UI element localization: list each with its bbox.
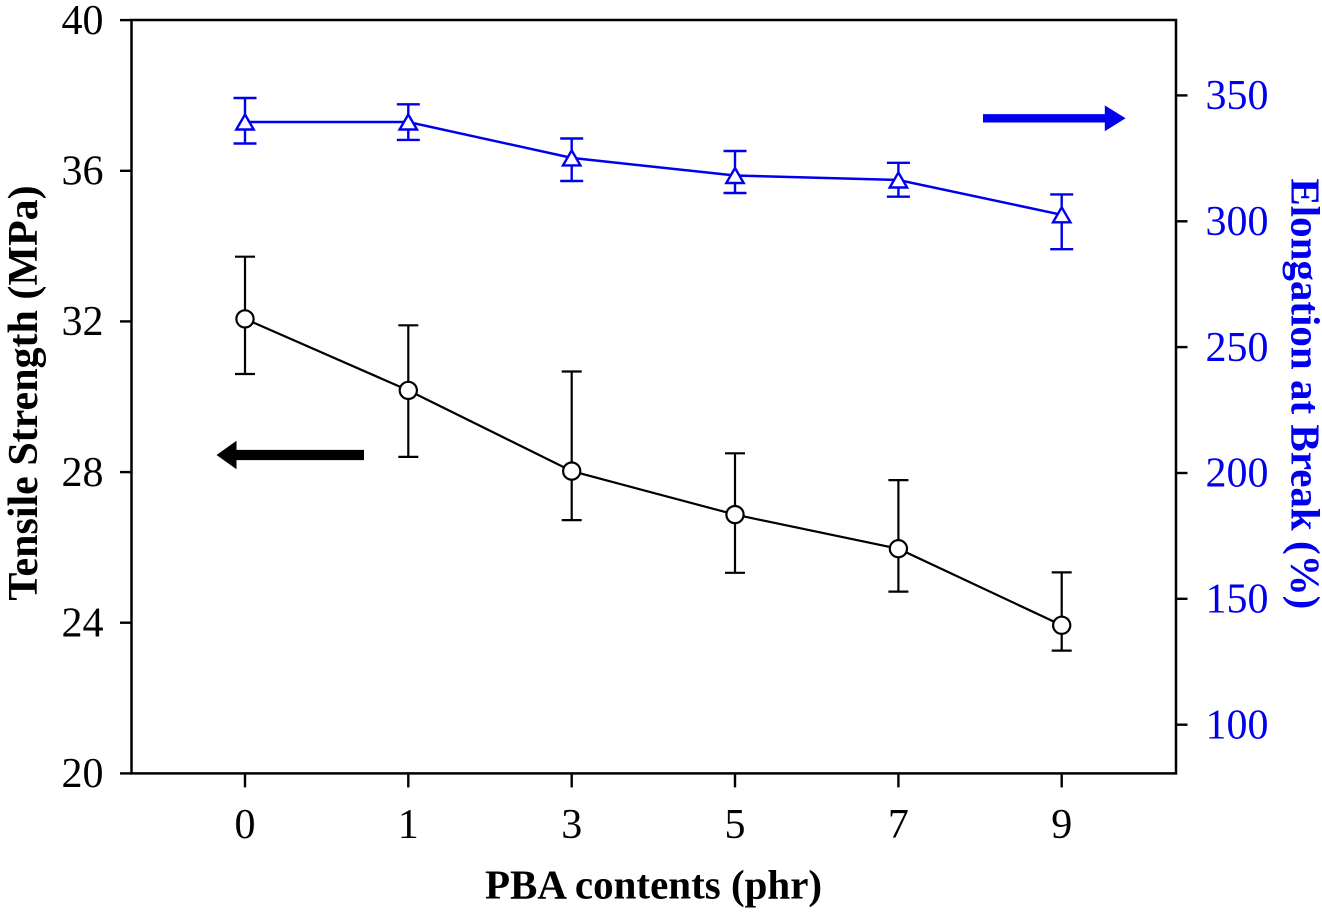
svg-text:Elongation at Break (%): Elongation at Break (%) bbox=[1283, 178, 1322, 609]
svg-text:PBA contents (phr): PBA contents (phr) bbox=[485, 862, 822, 908]
svg-text:7: 7 bbox=[888, 802, 909, 848]
svg-text:32: 32 bbox=[62, 299, 104, 345]
svg-text:36: 36 bbox=[62, 149, 104, 195]
svg-text:1: 1 bbox=[398, 802, 419, 848]
svg-text:300: 300 bbox=[1206, 199, 1269, 245]
svg-text:0: 0 bbox=[235, 802, 256, 848]
svg-text:28: 28 bbox=[62, 450, 104, 496]
svg-text:200: 200 bbox=[1206, 451, 1269, 497]
svg-text:5: 5 bbox=[725, 802, 746, 848]
svg-text:350: 350 bbox=[1206, 73, 1269, 119]
svg-text:9: 9 bbox=[1051, 802, 1072, 848]
svg-text:100: 100 bbox=[1206, 702, 1269, 748]
svg-text:250: 250 bbox=[1206, 325, 1269, 371]
svg-text:20: 20 bbox=[62, 751, 104, 797]
svg-text:40: 40 bbox=[62, 0, 104, 44]
svg-text:Tensile Strength (MPa): Tensile Strength (MPa) bbox=[1, 185, 47, 600]
svg-text:3: 3 bbox=[561, 802, 582, 848]
svg-text:150: 150 bbox=[1206, 577, 1269, 623]
svg-text:24: 24 bbox=[62, 600, 104, 646]
